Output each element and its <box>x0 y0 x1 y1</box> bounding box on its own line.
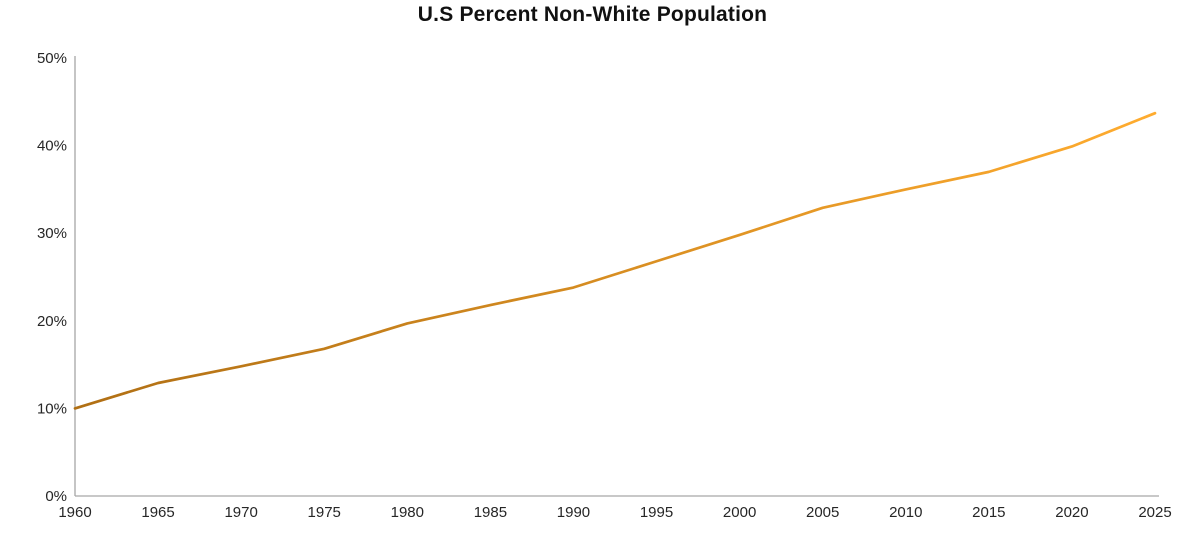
x-tick-label: 1980 <box>391 504 424 521</box>
x-tick-label: 1975 <box>308 504 341 521</box>
x-tick-label: 1965 <box>141 504 174 521</box>
y-tick-label: 50% <box>37 50 67 67</box>
y-tick-label: 20% <box>37 313 67 330</box>
data-line <box>73 111 1157 410</box>
x-tick-label: 2005 <box>806 504 839 521</box>
x-tick-label: 2000 <box>723 504 756 521</box>
x-tick-label: 1995 <box>640 504 673 521</box>
chart-title: U.S Percent Non-White Population <box>417 3 768 26</box>
x-tick-label: 2015 <box>972 504 1005 521</box>
x-tick-label: 1960 <box>58 504 91 521</box>
x-tick-label: 2010 <box>889 504 922 521</box>
x-tick-label: 1985 <box>474 504 507 521</box>
x-tick-label: 1970 <box>224 504 257 521</box>
x-tick-label: 2025 <box>1138 504 1171 521</box>
x-tick-label: 2020 <box>1055 504 1088 521</box>
y-tick-label: 10% <box>37 400 67 417</box>
y-tick-label: 30% <box>37 225 67 242</box>
x-tick-label: 1990 <box>557 504 590 521</box>
y-tick-label: 40% <box>37 138 67 155</box>
y-tick-label: 0% <box>45 488 67 505</box>
